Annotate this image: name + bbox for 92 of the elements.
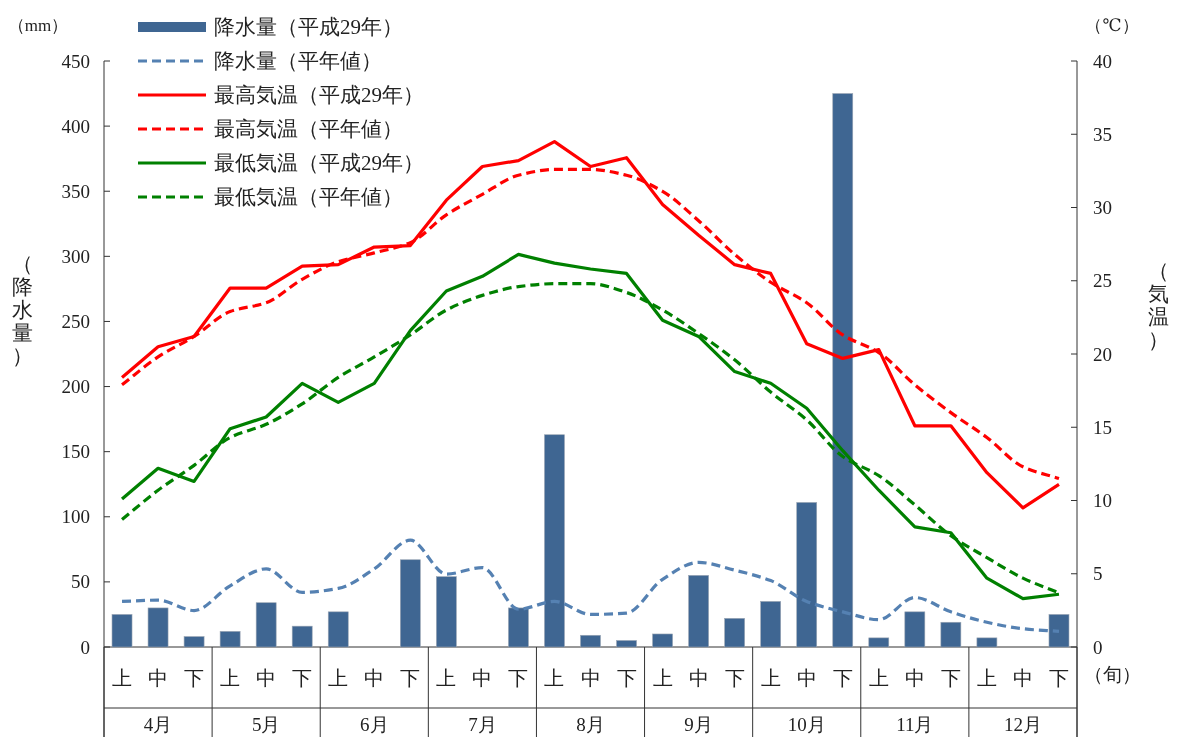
- x-tick-label: 中: [580, 667, 601, 689]
- x-tick-label: 下: [940, 667, 961, 689]
- y2-tick-label: 20: [1093, 343, 1112, 365]
- legend-label: 最低気温（平成29年）: [214, 151, 424, 175]
- y-tick-label: 0: [80, 636, 90, 658]
- x-tick-label: 中: [256, 667, 277, 689]
- bar: [111, 614, 133, 648]
- bar: [544, 434, 565, 648]
- y2-axis-title: （気温）: [1147, 258, 1169, 352]
- x-tick-label: 下: [1048, 667, 1069, 689]
- x-tick-label: 下: [508, 667, 529, 689]
- bar: [904, 611, 926, 648]
- x-tick-label: 上: [652, 667, 673, 689]
- bar: [832, 93, 854, 648]
- y-tick-label: 100: [61, 506, 90, 528]
- x-tick-label: 上: [760, 667, 781, 689]
- x-tick-label: 上: [112, 667, 133, 689]
- text: 8月: [576, 713, 605, 735]
- text: 11月: [896, 713, 934, 735]
- y2-tick-label: 35: [1093, 123, 1112, 145]
- x-tick-label: 中: [796, 667, 817, 689]
- bar: [147, 607, 169, 648]
- bar: [724, 618, 745, 648]
- text: 12月: [1003, 713, 1042, 735]
- y2-tick-label: 15: [1093, 416, 1112, 438]
- x-tick-label: 上: [328, 667, 349, 689]
- x-tick-label: 上: [220, 667, 241, 689]
- bar: [1048, 614, 1070, 648]
- legend-label: 降水量（平年値）: [214, 49, 382, 73]
- x-axis-title: （旬）: [1083, 663, 1141, 685]
- bar: [255, 602, 277, 648]
- bar: [508, 607, 529, 648]
- bar: [796, 502, 818, 648]
- x-tick-label: 下: [616, 667, 637, 689]
- legend-label: 最高気温（平年値）: [214, 117, 403, 141]
- y2-tick-label: 5: [1093, 563, 1103, 585]
- bar: [436, 576, 457, 648]
- x-tick-label: 中: [1012, 667, 1033, 689]
- x-tick-label: 上: [544, 667, 565, 689]
- bar: [688, 575, 709, 648]
- bar: [940, 621, 962, 648]
- y-tick-label: 200: [61, 376, 90, 398]
- y2-tick-label: 40: [1093, 50, 1112, 72]
- text: 4月: [143, 713, 173, 735]
- x-tick-label: 下: [400, 667, 421, 689]
- bar: [219, 631, 241, 648]
- legend-label: 最低気温（平年値）: [214, 185, 403, 209]
- bar: [580, 634, 601, 648]
- bar: [868, 637, 890, 648]
- bar: [400, 559, 421, 648]
- x-tick-label: 下: [724, 667, 745, 689]
- x-tick-label: 中: [364, 667, 385, 689]
- y2-tick-label: 10: [1093, 490, 1112, 511]
- y2-tick-label: 0: [1093, 636, 1103, 658]
- y2-tick-label: 25: [1093, 270, 1112, 292]
- text: 7月: [468, 713, 497, 735]
- y-tick-label: 50: [71, 571, 90, 593]
- text: 5月: [251, 713, 281, 735]
- y-tick-label: 150: [61, 441, 90, 463]
- x-tick-label: 下: [832, 667, 853, 689]
- legend-label: 最高気温（平成29年）: [214, 83, 424, 107]
- x-tick-label: 上: [436, 667, 457, 689]
- x-tick-label: 中: [472, 667, 493, 689]
- bar: [652, 633, 673, 648]
- line-series: [120, 139, 1061, 510]
- x-tick-label: 上: [976, 667, 997, 689]
- y-tick-label: 400: [61, 115, 90, 137]
- text: 6月: [360, 713, 389, 735]
- line-series: [120, 538, 1061, 633]
- legend-label: 降水量（平成29年）: [214, 15, 403, 39]
- x-tick-label: 中: [148, 667, 169, 689]
- y-tick-label: 250: [61, 310, 90, 332]
- x-tick-label: 下: [184, 667, 205, 689]
- y-tick-label: 350: [61, 180, 90, 202]
- y-tick-label: 300: [61, 245, 90, 267]
- text: 9月: [684, 713, 713, 735]
- text: 10月: [787, 713, 826, 735]
- text: （℃）: [1085, 15, 1139, 35]
- bar: [616, 640, 637, 648]
- y2-tick-label: 30: [1093, 197, 1112, 218]
- bar: [183, 636, 205, 648]
- bar: [976, 637, 998, 648]
- x-tick-label: 中: [904, 667, 925, 689]
- x-tick-label: 下: [292, 667, 313, 689]
- x-tick-label: 上: [868, 667, 889, 689]
- text: （mm）: [7, 15, 69, 35]
- bar: [760, 601, 781, 648]
- y-axis-title: （降水量）: [11, 252, 33, 368]
- y-tick-label: 450: [61, 50, 90, 72]
- bar: [291, 625, 313, 648]
- bar: [327, 611, 349, 648]
- x-tick-label: 中: [688, 667, 709, 689]
